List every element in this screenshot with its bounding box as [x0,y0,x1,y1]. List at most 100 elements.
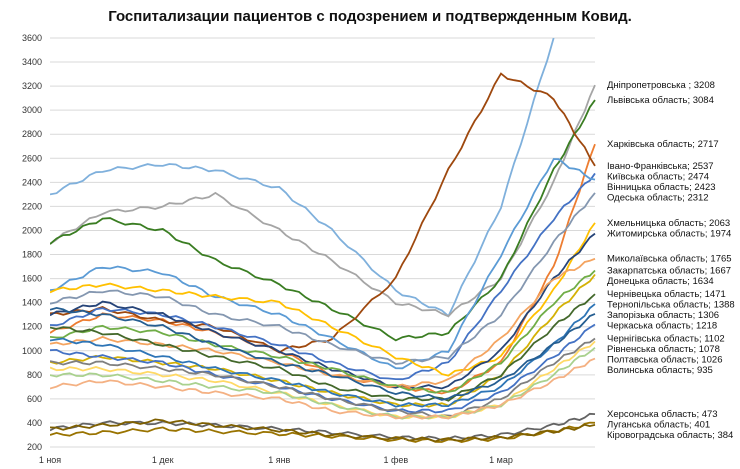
series-label: Львівська область; 3084 [607,95,714,106]
series-name: Волинська область [607,365,692,376]
series-label: Івано-Франківська; 2537 [607,161,714,172]
series-line [50,143,596,395]
y-tick-label: 1200 [22,322,42,332]
series-line [50,421,596,444]
y-tick-label: 1000 [22,346,42,356]
series-name: Рівненська область [607,344,693,355]
separator: ; [687,161,692,172]
separator: ; [696,354,701,365]
series-name: Чернівецька область [607,289,699,300]
separator: ; [691,321,696,332]
y-tick-label: 3000 [22,105,42,115]
separator: ; [705,229,710,240]
x-tick-label: 1 янв [268,455,290,465]
y-tick-label: 3200 [22,81,42,91]
separator: ; [689,182,694,193]
series-last-value: 935 [697,365,713,376]
series-line [50,337,596,419]
series-line [50,172,596,381]
series-name: Луганська область [607,420,689,431]
series-label: Полтавська область; 1026 [607,354,723,365]
series-last-value: 1634 [693,276,714,287]
series-label: Харківська область; 2717 [607,139,719,150]
series-label: Кіровоградська область; 384 [607,430,733,441]
x-tick-label: 1 фев [383,455,408,465]
series-last-value: 1471 [705,289,726,300]
series-line [50,323,596,414]
series-last-value: 2423 [694,182,715,193]
separator: ; [688,80,693,91]
series-line [50,412,596,442]
series-last-value: 2537 [692,161,713,172]
chart-title: Госпитализации пациентов с подозрением и… [108,8,632,25]
series-line [50,303,596,408]
y-tick-label: 3400 [22,57,42,67]
series-label: Волинська область; 935 [607,365,713,376]
series-label: Тернопільська область; 1388 [607,300,735,311]
y-tick-label: 2400 [22,177,42,187]
series-label: Херсонська область; 473 [607,409,718,420]
series-label: Закарпатська область; 1667 [607,266,731,277]
series-name: Миколаївська область [607,254,705,265]
series-last-value: 1306 [698,310,719,321]
series-label: Чернігівська область; 1102 [607,333,725,344]
series-line [50,293,596,402]
y-tick-label: 2200 [22,201,42,211]
series-label: Дніпропетровська ; 3208 [607,80,715,91]
series-last-value: 2063 [709,218,730,229]
series-name: Запорізька область [607,310,693,321]
series-last-value: 2474 [688,171,709,182]
separator: ; [705,266,710,277]
y-tick-label: 1600 [22,274,42,284]
separator: ; [687,276,692,287]
y-tick-label: 2800 [22,129,42,139]
series-name: Черкаська область [607,321,691,332]
x-tick-label: 1 дек [152,455,174,465]
series-last-value: 2312 [687,192,708,203]
separator: ; [693,310,698,321]
y-tick-label: 1400 [22,298,42,308]
separator: ; [693,344,698,355]
separator: ; [682,192,687,203]
series-label: Житомирська область; 1974 [607,229,731,240]
series-line [50,222,596,377]
y-tick-label: 400 [27,418,42,428]
series-last-value: 1765 [710,254,731,265]
series-last-value: 3208 [694,80,715,91]
series-last-value: 473 [702,409,718,420]
series-line [50,273,596,408]
y-tick-label: 3600 [22,33,42,43]
series-name: Вінницька область [607,182,689,193]
separator: ; [712,430,717,441]
series-last-value: 1974 [710,229,731,240]
x-tick-label: 1 ноя [39,455,61,465]
series-name: Херсонська область [607,409,697,420]
series-name: Чернігівська область [607,333,699,344]
series-label: Хмельницька область; 2063 [607,218,730,229]
series-label: Рівненська область; 1078 [607,344,720,355]
series-line [50,99,596,342]
series-last-value: 1667 [710,266,731,277]
series-name: Закарпатська область [607,266,705,277]
series-name: Кіровоградська область [607,430,712,441]
series-label: Чернівецька область; 1471 [607,289,726,300]
series-line [50,232,596,390]
series-name: Дніпропетровська [607,80,688,91]
separator: ; [683,171,688,182]
series-line [50,418,596,443]
series-line [50,72,596,354]
series-line [50,346,596,420]
series-last-value: 1078 [699,344,720,355]
series-name: Івано-Франківська [607,161,688,172]
y-tick-label: 600 [27,394,42,404]
series-name: Хмельницька область [607,218,704,229]
series-last-value: 1102 [704,333,724,344]
series-last-value: 1388 [714,300,735,311]
separator: ; [705,254,710,265]
series-name: Київська область [607,171,683,182]
series-line [50,306,596,401]
series-label: Запорізька область; 1306 [607,310,719,321]
series-last-value: 384 [717,430,733,441]
series-line [50,38,555,318]
